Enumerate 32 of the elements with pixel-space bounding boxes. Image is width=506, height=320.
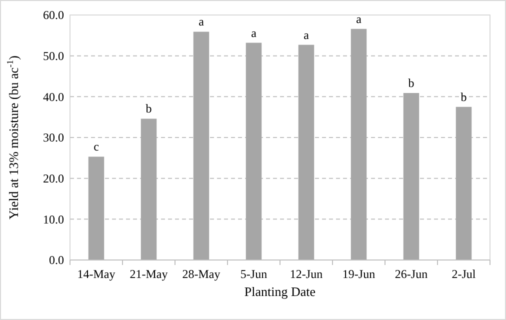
bar [246, 42, 262, 260]
bar [298, 44, 314, 260]
annotation: b [146, 102, 152, 116]
y-tick-label: 50.0 [43, 49, 64, 64]
annotation: b [408, 76, 414, 90]
y-tick-label: 40.0 [43, 90, 64, 104]
x-tick-label: 21-May [130, 267, 168, 281]
annotation: c [94, 140, 99, 154]
annotation: a [251, 26, 258, 40]
annotation: a [304, 28, 310, 42]
x-tick-label: 12-Jun [290, 267, 323, 281]
x-tick-label: 19-Jun [342, 267, 376, 281]
x-tick-label: 14-May [77, 267, 116, 281]
x-axis-title: Planting Date [244, 284, 316, 299]
y-tick-label: 30.0 [43, 130, 64, 145]
bar [456, 106, 472, 260]
annotation: a [198, 14, 205, 29]
y-tick-label: 10.0 [43, 212, 64, 226]
y-tick-label: 60.0 [43, 8, 64, 22]
bar [193, 32, 210, 260]
x-tick-label: 2-Jul [452, 267, 476, 281]
bar [350, 28, 367, 260]
bar [88, 156, 104, 260]
bar [403, 92, 420, 260]
bar [140, 118, 157, 260]
x-tick-label: 28-May [182, 267, 220, 281]
x-tick-label: 5-Jun [240, 267, 268, 281]
annotation: a [356, 12, 362, 26]
annotation: b [460, 90, 467, 104]
y-tick-label: 0.0 [49, 253, 64, 268]
y-tick-label: 20.0 [43, 172, 64, 186]
x-tick-label: 26-Jun [394, 267, 428, 281]
